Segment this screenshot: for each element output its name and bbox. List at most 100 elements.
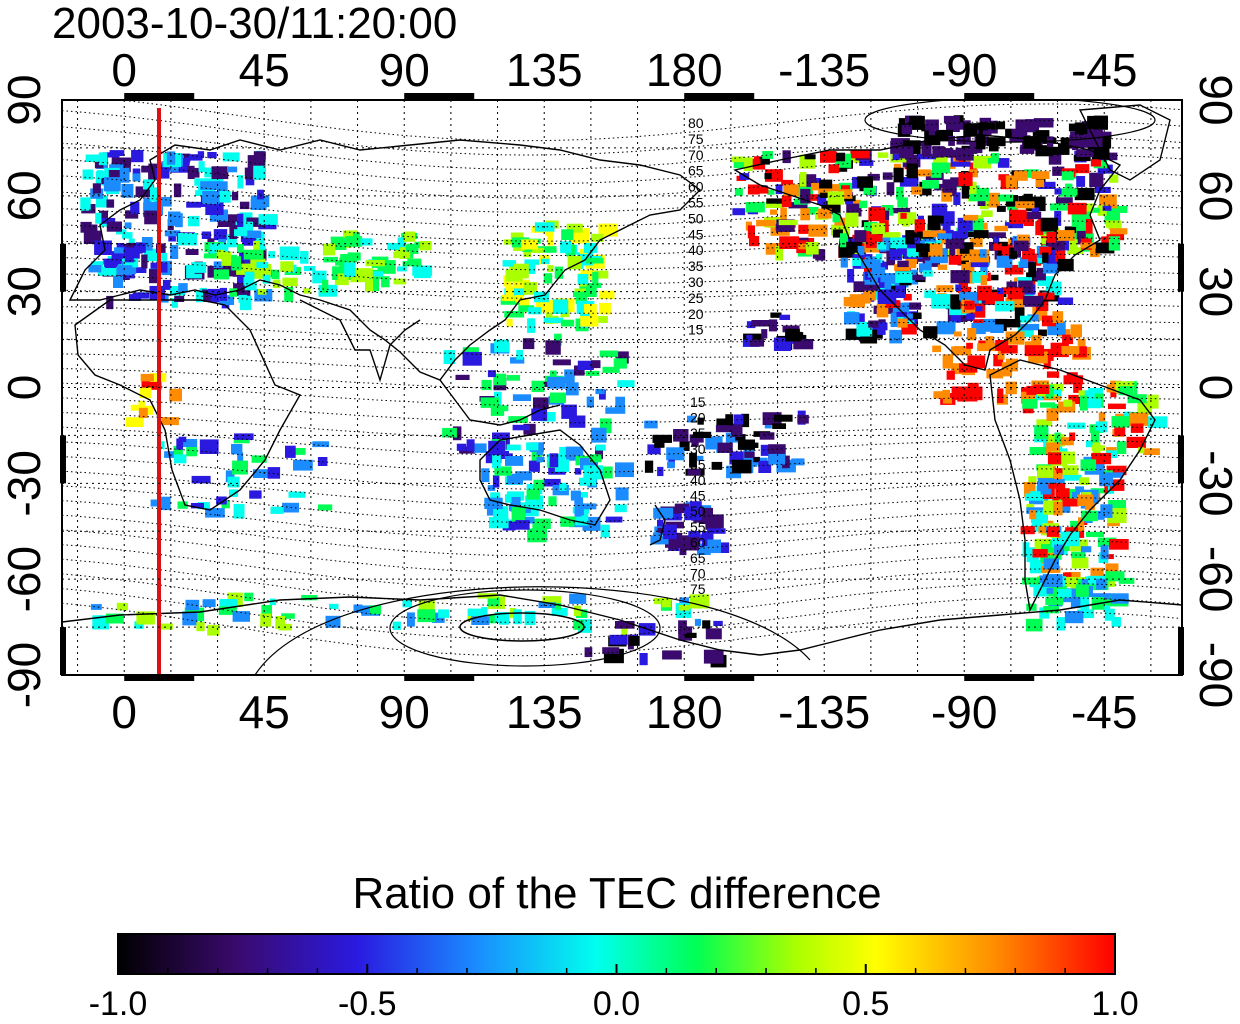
right-lat-tick-label: 90 (1190, 74, 1240, 125)
tec-patch (1003, 319, 1021, 328)
top-lon-tick-label: -135 (778, 44, 870, 96)
tec-patch (863, 186, 877, 195)
frame-tick-bars (60, 93, 1184, 681)
tec-patch (121, 232, 133, 239)
tec-patch (200, 181, 220, 190)
tec-patch (560, 516, 575, 527)
tec-patch (741, 413, 750, 428)
tec-patch (1022, 248, 1032, 260)
tec-patch (216, 496, 227, 505)
tec-patch (576, 503, 597, 510)
tec-patch (966, 313, 975, 320)
tec-patch (857, 176, 873, 188)
tec-patch (798, 224, 812, 234)
tec-patch (592, 271, 599, 285)
tec-patch (329, 603, 339, 609)
bottom-lon-tick-label: 90 (379, 686, 430, 738)
tec-patch (229, 288, 238, 297)
tec-patch (1023, 482, 1036, 497)
tec-patch (473, 443, 487, 453)
tec-patch (749, 335, 765, 347)
tec-patch (1030, 491, 1041, 501)
tec-patch (128, 238, 135, 246)
tec-patch (560, 319, 575, 327)
tec-patch (244, 271, 255, 282)
tec-patch (253, 165, 266, 180)
tec-patch (455, 374, 470, 380)
tec-patch (764, 173, 772, 180)
frame-tick-bar (60, 435, 66, 484)
tec-patch (573, 605, 581, 616)
frame-tick-bar (684, 93, 755, 100)
tec-patch (1062, 576, 1074, 587)
mlat-label: 40 (688, 242, 704, 258)
tec-patch (693, 431, 712, 438)
tec-patch (284, 287, 294, 302)
tec-patch (1074, 187, 1095, 201)
tec-patch (111, 251, 122, 265)
tec-patch (492, 475, 500, 488)
tec-patch (967, 355, 986, 369)
tec-patch (131, 150, 144, 163)
tec-patch (806, 242, 819, 255)
top-lon-tick-label: -45 (1071, 44, 1137, 96)
tec-patch (1099, 474, 1113, 487)
tec-patch (1076, 176, 1086, 187)
tec-patch (903, 293, 912, 301)
tec-patch (177, 233, 197, 246)
tec-patch (1028, 262, 1037, 278)
mlat-contour (62, 159, 1182, 199)
tec-patch (1075, 486, 1084, 493)
tec-patch (1005, 175, 1017, 189)
tec-patch (751, 320, 770, 327)
tec-patch (256, 261, 269, 269)
tec-patch (547, 232, 554, 246)
tec-patch (229, 489, 239, 497)
tec-patch (141, 165, 157, 173)
tec-patch (841, 185, 850, 192)
tec-patch (169, 286, 186, 296)
tec-patch (933, 391, 950, 399)
tec-patch (262, 274, 271, 284)
tec-patch (96, 170, 104, 183)
tec-patch (419, 241, 432, 251)
tec-patch (955, 120, 971, 130)
colorbar-tick-label: 0.5 (842, 985, 889, 1023)
tec-patch (1056, 617, 1066, 631)
tec-patch (150, 499, 163, 507)
tec-patch (1022, 577, 1039, 585)
tec-patch (513, 609, 522, 625)
left-lat-tick-label: -60 (0, 546, 50, 612)
tec-patch (730, 423, 743, 436)
tec-patch (644, 460, 654, 473)
tec-patch (267, 467, 281, 479)
tec-patch (512, 394, 532, 401)
tec-patch (1009, 247, 1018, 259)
tec-patch (185, 249, 199, 255)
tec-patch (235, 221, 253, 233)
left-lat-tick-label: -30 (0, 450, 50, 516)
tec-patch (897, 260, 909, 268)
right-lat-tick-label: -60 (1190, 546, 1240, 612)
lat-lon-grid (62, 100, 1182, 675)
top-lon-tick-label: 90 (379, 44, 430, 96)
tec-patch (764, 422, 772, 429)
mlat-contour (62, 558, 1182, 607)
tec-patch (679, 597, 689, 604)
tec-patch (615, 487, 629, 501)
tec-patch (1076, 230, 1086, 245)
tec-patch (880, 273, 896, 283)
tec-patch (924, 290, 936, 299)
tec-patch (234, 433, 254, 440)
tec-patch (1033, 586, 1049, 597)
tec-patch (609, 634, 628, 645)
tec-patch (1103, 601, 1111, 611)
tec-patch (552, 359, 571, 366)
tec-patch (950, 270, 970, 284)
coastline-nz (649, 504, 666, 546)
tec-patch (471, 616, 490, 625)
tec-patch (715, 425, 734, 433)
mlat-label: 30 (690, 441, 706, 457)
tec-patch (105, 613, 124, 624)
tec-patch (381, 276, 390, 288)
